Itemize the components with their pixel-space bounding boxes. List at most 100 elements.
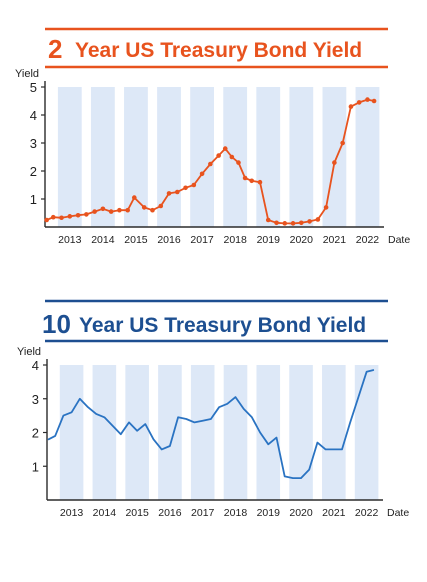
data-point	[191, 182, 197, 188]
chart-1-title-number: 2	[48, 34, 62, 64]
chart-2-title: Year US Treasury Bond Yield	[79, 314, 366, 337]
data-point	[340, 140, 345, 146]
y-tick-label: 2	[32, 426, 39, 441]
x-axis-label: Date	[387, 507, 409, 519]
data-point	[108, 209, 114, 214]
x-tick-label: 2022	[356, 234, 380, 246]
data-point	[323, 205, 329, 210]
data-point	[100, 206, 106, 212]
data-point	[50, 214, 56, 220]
data-point	[117, 207, 122, 213]
y-tick-label: 3	[30, 136, 37, 151]
data-point	[183, 185, 188, 191]
year-band	[354, 365, 379, 500]
data-point	[199, 171, 205, 177]
x-tick-label: 2018	[223, 234, 247, 246]
data-point	[282, 221, 288, 226]
data-point	[257, 179, 263, 185]
year-band	[289, 87, 314, 227]
chart-2: 1 2 3 4 2013 2014 2015 2016 2017 2018 2019 2020 2021…	[17, 346, 409, 519]
x-tick-label: 2019	[257, 234, 281, 246]
y-tick-label: 1	[30, 192, 37, 207]
x-tick-label: 2020	[290, 234, 314, 246]
year-band	[289, 365, 313, 500]
x-tick-label: 2016	[157, 234, 181, 246]
data-point	[158, 203, 164, 209]
year-band	[57, 87, 82, 227]
data-point	[315, 217, 321, 222]
data-point	[92, 209, 97, 214]
x-tick-label: 2014	[93, 507, 117, 519]
y-axis-label: Yield	[15, 68, 39, 80]
data-point	[249, 178, 255, 184]
data-point	[125, 207, 130, 213]
data-point	[236, 160, 241, 165]
data-point	[208, 161, 213, 167]
data-point	[59, 215, 64, 221]
data-point	[290, 221, 296, 226]
y-tick-label: 5	[30, 80, 37, 95]
data-point	[299, 220, 304, 226]
x-tick-label: 2022	[355, 507, 379, 519]
data-point	[141, 205, 147, 210]
x-tick-label: 2015	[125, 507, 149, 519]
data-point	[365, 97, 370, 102]
data-point	[348, 104, 354, 109]
year-band	[59, 365, 84, 500]
data-point	[222, 146, 228, 151]
x-tick-label: 2017	[190, 234, 214, 246]
y-tick-label: 4	[30, 108, 37, 123]
year-band	[322, 365, 346, 500]
y-tick-label: 4	[32, 358, 39, 373]
data-point	[332, 160, 337, 165]
chart-2-title-number: 10	[42, 309, 71, 339]
year-band	[190, 365, 215, 500]
y-tick-label: 3	[32, 392, 39, 407]
x-tick-label: 2021	[323, 234, 347, 246]
chart-2-title-group: 10 Year US Treasury Bond Yield	[42, 299, 388, 343]
chart-1: 1 2 3 4 5 2013 2014 2015 2016 2017 2018 2019 2020 202…	[15, 68, 410, 246]
year-band	[124, 87, 148, 227]
data-point	[84, 212, 89, 217]
x-tick-label: 2021	[322, 507, 346, 519]
year-band	[158, 365, 182, 500]
year-band	[92, 365, 117, 500]
data-point	[131, 195, 137, 200]
x-tick-label: 2020	[289, 507, 313, 519]
data-point	[371, 98, 377, 104]
x-tick-label: 2013	[58, 234, 82, 246]
x-tick-label: 2016	[158, 507, 182, 519]
x-axis-label: Date	[388, 234, 410, 246]
y-tick-label: 2	[30, 164, 37, 179]
data-point	[242, 175, 248, 181]
data-point	[67, 214, 73, 219]
data-point	[229, 154, 235, 160]
data-point	[265, 217, 271, 223]
x-tick-label: 2015	[124, 234, 148, 246]
data-point	[274, 220, 279, 226]
data-point	[75, 212, 81, 218]
year-band	[190, 87, 215, 227]
data-point	[216, 153, 221, 158]
y-tick-label: 1	[32, 459, 39, 474]
series-line	[47, 369, 375, 480]
year-band	[90, 87, 115, 227]
year-band	[125, 365, 149, 500]
x-tick-label: 2017	[191, 507, 215, 519]
chart-1-title-group: 2 Year US Treasury Bond Yield	[45, 27, 388, 69]
chart-1-title: Year US Treasury Bond Yield	[75, 39, 362, 62]
data-point	[166, 191, 172, 196]
year-band	[223, 87, 248, 227]
data-point	[150, 207, 155, 213]
x-tick-label: 2019	[257, 507, 281, 519]
data-point	[307, 219, 312, 224]
x-tick-label: 2013	[60, 507, 84, 519]
year-band	[256, 87, 281, 227]
year-band	[256, 365, 281, 500]
year-band	[223, 365, 248, 500]
x-tick-label: 2018	[224, 507, 248, 519]
x-tick-label: 2014	[91, 234, 115, 246]
data-point	[174, 189, 180, 195]
